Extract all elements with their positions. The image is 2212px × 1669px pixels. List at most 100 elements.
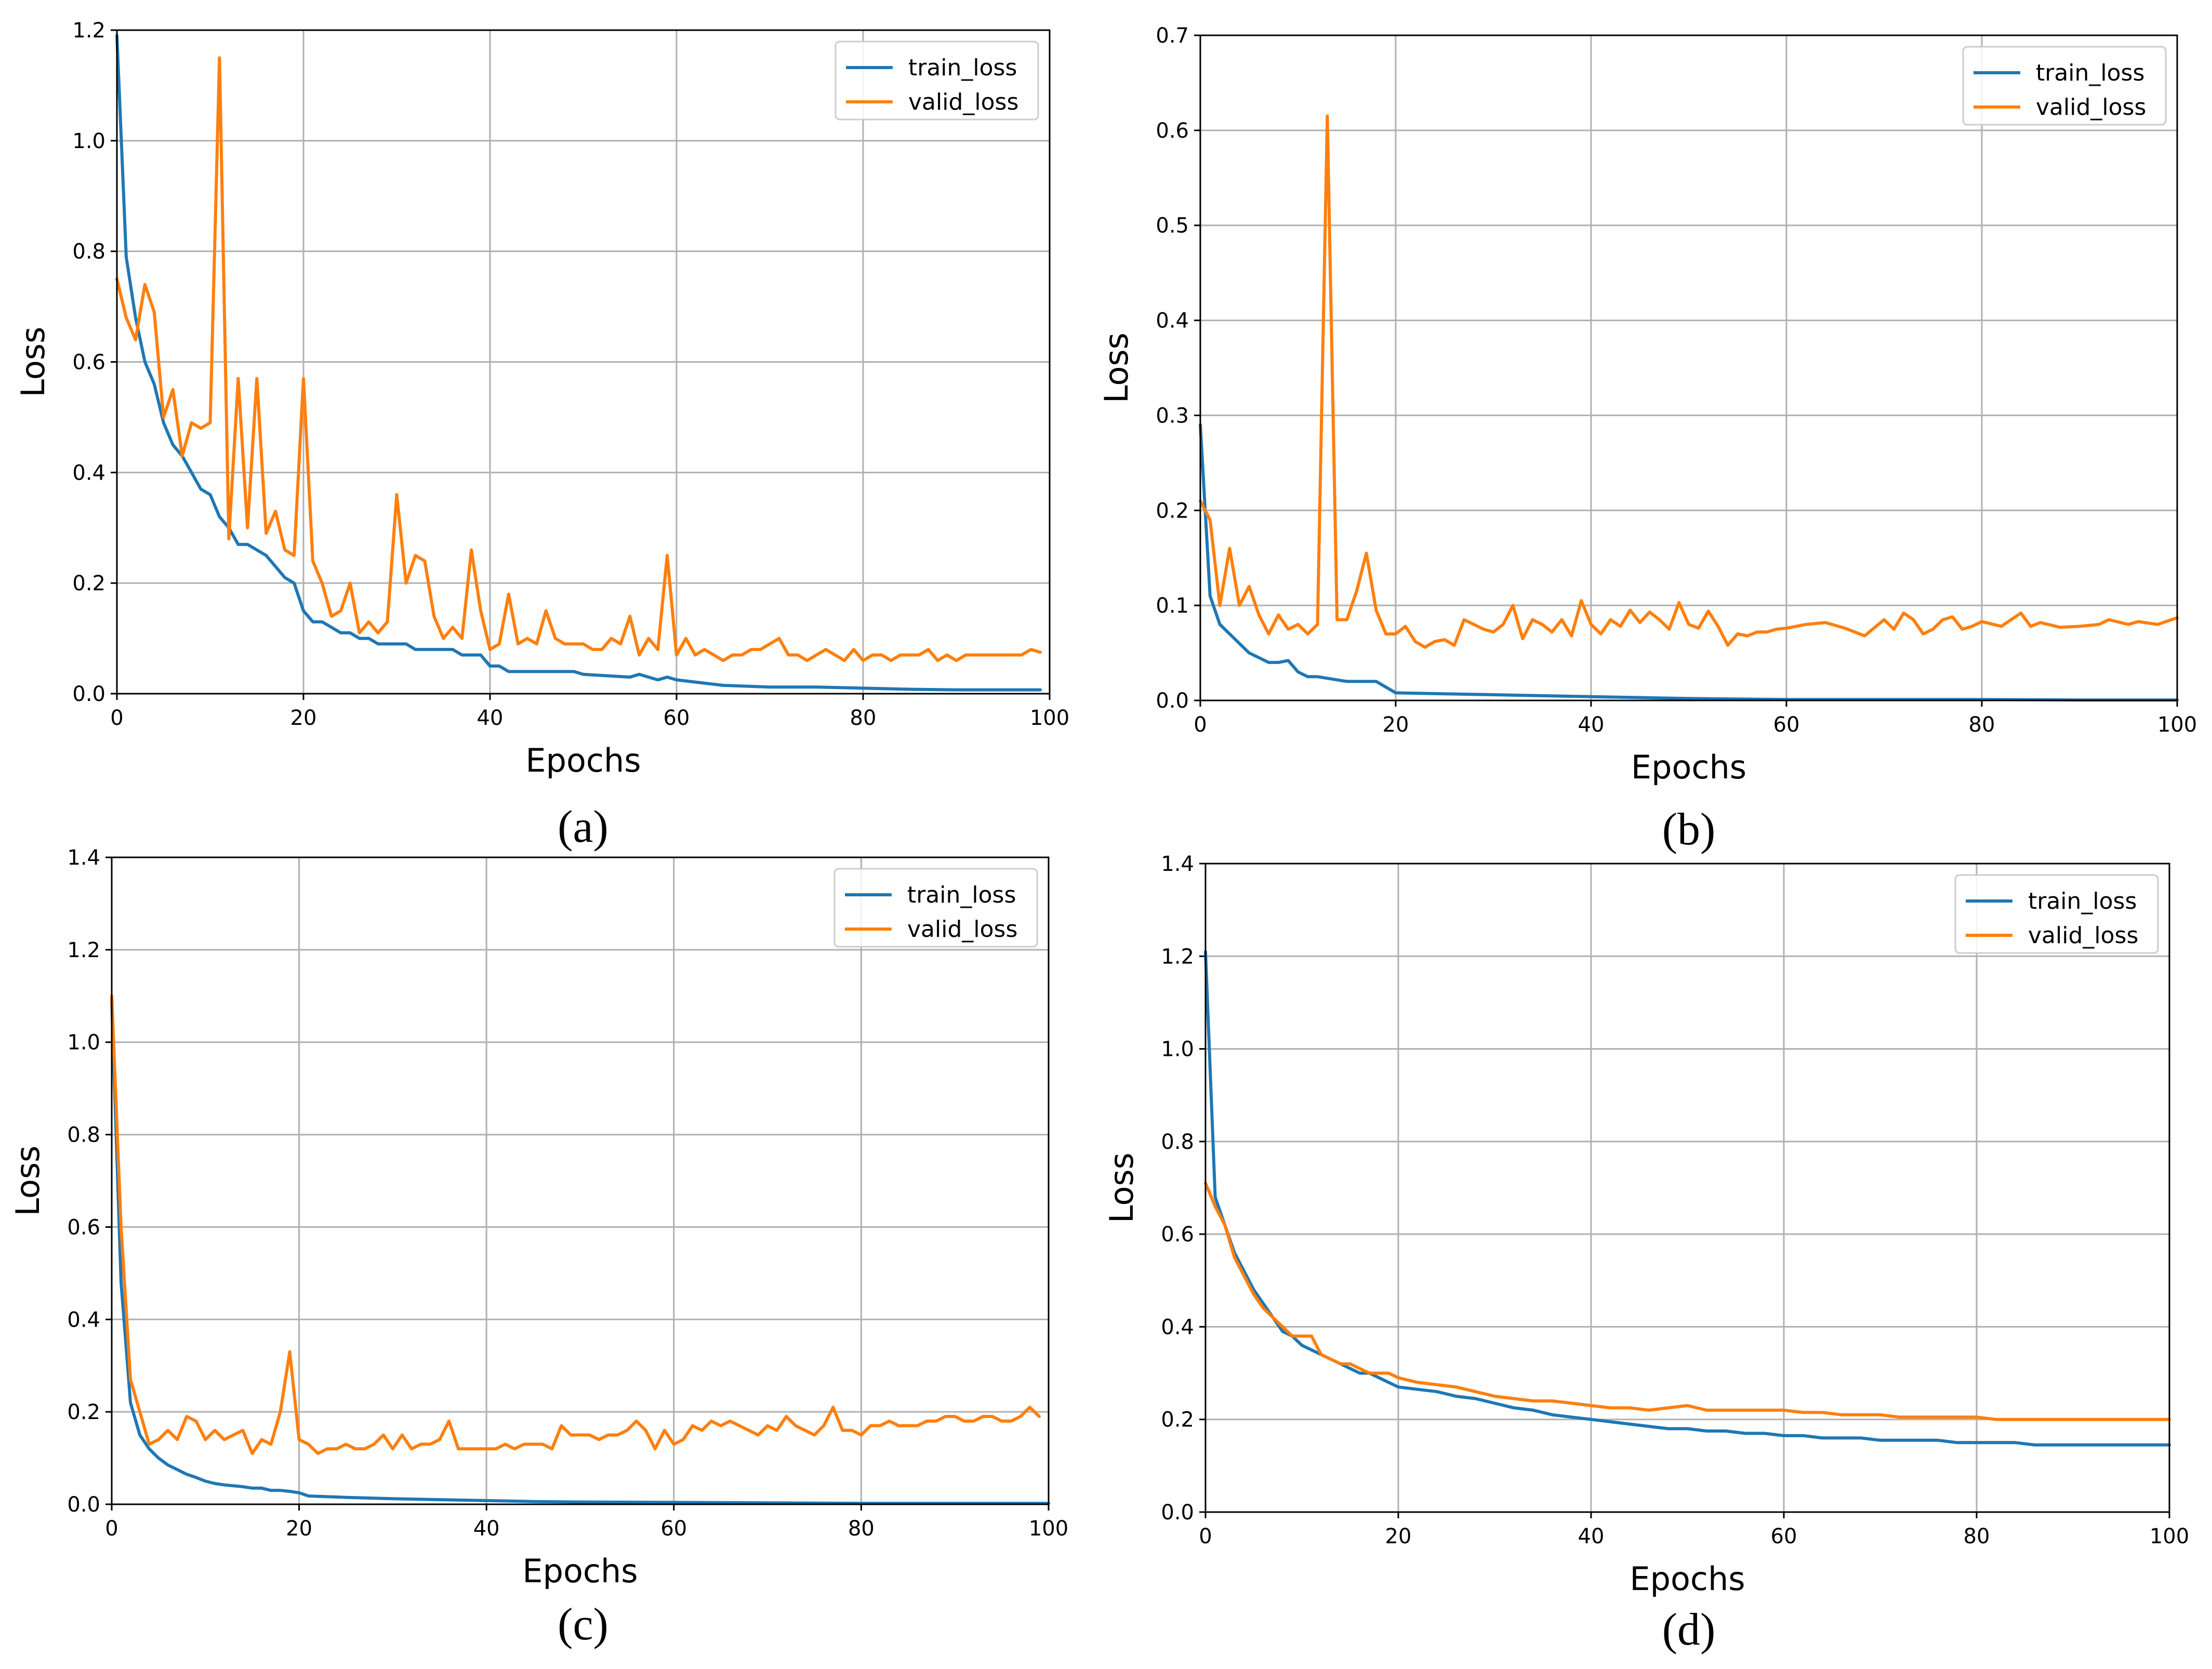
y-tick-label: 1.2 xyxy=(72,19,105,43)
series-line-valid-loss xyxy=(1199,114,2179,649)
plot-frame xyxy=(1199,34,2178,701)
x-tick-label: 40 xyxy=(473,1517,500,1541)
series-line-valid-loss xyxy=(1204,1182,2171,1421)
x-tick-label: 0 xyxy=(1199,1525,1212,1548)
y-tick-label: 0.4 xyxy=(1156,309,1189,333)
legend: train_loss valid_loss xyxy=(835,41,1039,121)
y-axis-label: Loss xyxy=(14,327,52,398)
legend-label: valid_loss xyxy=(908,89,1018,115)
y-tick-label: 0.1 xyxy=(1156,594,1189,618)
x-tick-label: 20 xyxy=(1383,713,1409,737)
legend-box xyxy=(1954,874,2159,954)
x-tick-label: 100 xyxy=(1030,706,1069,730)
x-tick-label: 40 xyxy=(477,706,504,730)
x-axis-label: Epochs xyxy=(1630,1560,1745,1598)
y-tick-label: 0.4 xyxy=(72,461,105,485)
x-tick-label: 60 xyxy=(664,706,690,730)
series-line-valid-loss xyxy=(115,56,1042,663)
y-tick-label: 1.4 xyxy=(1161,852,1194,876)
y-tick-label: 1.2 xyxy=(67,938,100,962)
legend: train_loss valid_loss xyxy=(1954,874,2159,954)
legend-box xyxy=(1962,46,2167,126)
y-axis-label: Loss xyxy=(1103,1153,1141,1223)
plot-frame xyxy=(111,856,1050,1505)
x-tick-label: 80 xyxy=(850,706,877,730)
panel-a: 0 20 40 60 80 100 0.0 0.2 0.4 0.6 0.8 1.0 1.2 Epochs L… xyxy=(14,19,1069,852)
y-tick-label: 0.0 xyxy=(1161,1501,1194,1525)
panel-d: 0 20 40 60 80 100 0.0 0.2 0.4 0.6 0.8 1.0 1.2 1.4 Epoc… xyxy=(1103,852,2189,1655)
y-tick-label: 0.6 xyxy=(72,351,105,375)
x-tick-label: 0 xyxy=(1194,713,1207,737)
y-axis-label: Loss xyxy=(1097,333,1135,403)
y-tick-label: 1.4 xyxy=(67,846,100,870)
series-line-train-loss xyxy=(110,999,1050,1505)
panel-c: 0 20 40 60 80 100 0.0 0.2 0.4 0.6 0.8 1.0 1.2 1.4 Epoc… xyxy=(9,846,1068,1650)
x-tick-label: 100 xyxy=(2157,713,2197,737)
y-tick-label: 0.4 xyxy=(67,1308,100,1332)
x-tick-label: 80 xyxy=(848,1517,875,1541)
x-tick-label: 20 xyxy=(290,706,317,730)
plot-frame xyxy=(116,29,1051,695)
panel-caption: (c) xyxy=(558,1599,608,1650)
panel-caption: (a) xyxy=(558,802,608,852)
y-tick-label: 0.2 xyxy=(1156,499,1189,523)
x-tick-label: 20 xyxy=(1385,1525,1412,1548)
x-tick-label: 60 xyxy=(660,1517,687,1541)
legend-label: valid_loss xyxy=(2028,922,2138,949)
legend-label: valid_loss xyxy=(907,916,1017,943)
legend-label: valid_loss xyxy=(2036,94,2146,121)
panel-caption: (d) xyxy=(1662,1605,1716,1655)
y-tick-label: 1.0 xyxy=(67,1031,100,1055)
y-tick-label: 0.8 xyxy=(1161,1130,1194,1154)
panel-caption: (b) xyxy=(1662,804,1716,855)
legend-box xyxy=(835,41,1039,121)
x-tick-label: 60 xyxy=(1773,713,1800,737)
y-tick-label: 0.7 xyxy=(1156,24,1189,48)
series-line-train-loss xyxy=(1204,950,2171,1447)
x-tick-label: 40 xyxy=(1578,1525,1605,1548)
legend-label: train_loss xyxy=(908,55,1017,81)
legend-label: train_loss xyxy=(907,882,1016,908)
plot-frame xyxy=(1204,863,2170,1513)
x-tick-label: 0 xyxy=(110,706,123,730)
y-tick-label: 1.2 xyxy=(1161,945,1194,969)
legend: train_loss valid_loss xyxy=(833,868,1038,948)
x-axis-label: Epochs xyxy=(525,741,641,779)
series-line-valid-loss xyxy=(110,994,1041,1455)
y-tick-label: 0.6 xyxy=(1161,1223,1194,1247)
y-tick-label: 0.0 xyxy=(67,1493,100,1517)
y-tick-label: 0.0 xyxy=(1156,689,1189,713)
x-tick-label: 100 xyxy=(2150,1525,2189,1548)
y-axis-label: Loss xyxy=(9,1146,47,1216)
x-tick-label: 60 xyxy=(1771,1525,1797,1548)
y-tick-label: 0.8 xyxy=(72,240,105,264)
x-tick-label: 100 xyxy=(1029,1517,1068,1541)
x-tick-label: 20 xyxy=(286,1517,312,1541)
x-tick-label: 40 xyxy=(1578,713,1605,737)
x-tick-label: 80 xyxy=(1964,1525,1990,1548)
x-axis-label: Epochs xyxy=(522,1552,638,1590)
y-tick-label: 0.8 xyxy=(67,1123,100,1147)
y-tick-label: 0.5 xyxy=(1156,214,1189,238)
y-tick-label: 0.2 xyxy=(72,572,105,595)
y-tick-label: 1.0 xyxy=(72,129,105,153)
x-tick-label: 80 xyxy=(1969,713,1995,737)
y-tick-label: 0.6 xyxy=(67,1215,100,1239)
legend-label: train_loss xyxy=(2028,888,2137,915)
y-tick-label: 1.0 xyxy=(1161,1038,1194,1062)
y-tick-label: 0.2 xyxy=(67,1400,100,1424)
legend-box xyxy=(833,868,1038,948)
series-line-train-loss xyxy=(115,34,1042,692)
legend: train_loss valid_loss xyxy=(1962,46,2167,126)
y-tick-label: 0.4 xyxy=(1161,1315,1194,1339)
x-axis-label: Epochs xyxy=(1631,748,1746,786)
panel-b: 0 20 40 60 80 100 0.0 0.1 0.2 0.3 0.4 0.5 0.6 0.7 Epoc… xyxy=(1097,24,2197,855)
x-tick-label: 0 xyxy=(105,1517,118,1541)
y-tick-label: 0.0 xyxy=(72,682,105,706)
y-tick-label: 0.6 xyxy=(1156,119,1189,143)
legend-label: train_loss xyxy=(2036,60,2144,86)
y-tick-label: 0.3 xyxy=(1156,404,1189,428)
y-tick-label: 0.2 xyxy=(1161,1408,1194,1432)
series-line-train-loss xyxy=(1199,423,2179,702)
